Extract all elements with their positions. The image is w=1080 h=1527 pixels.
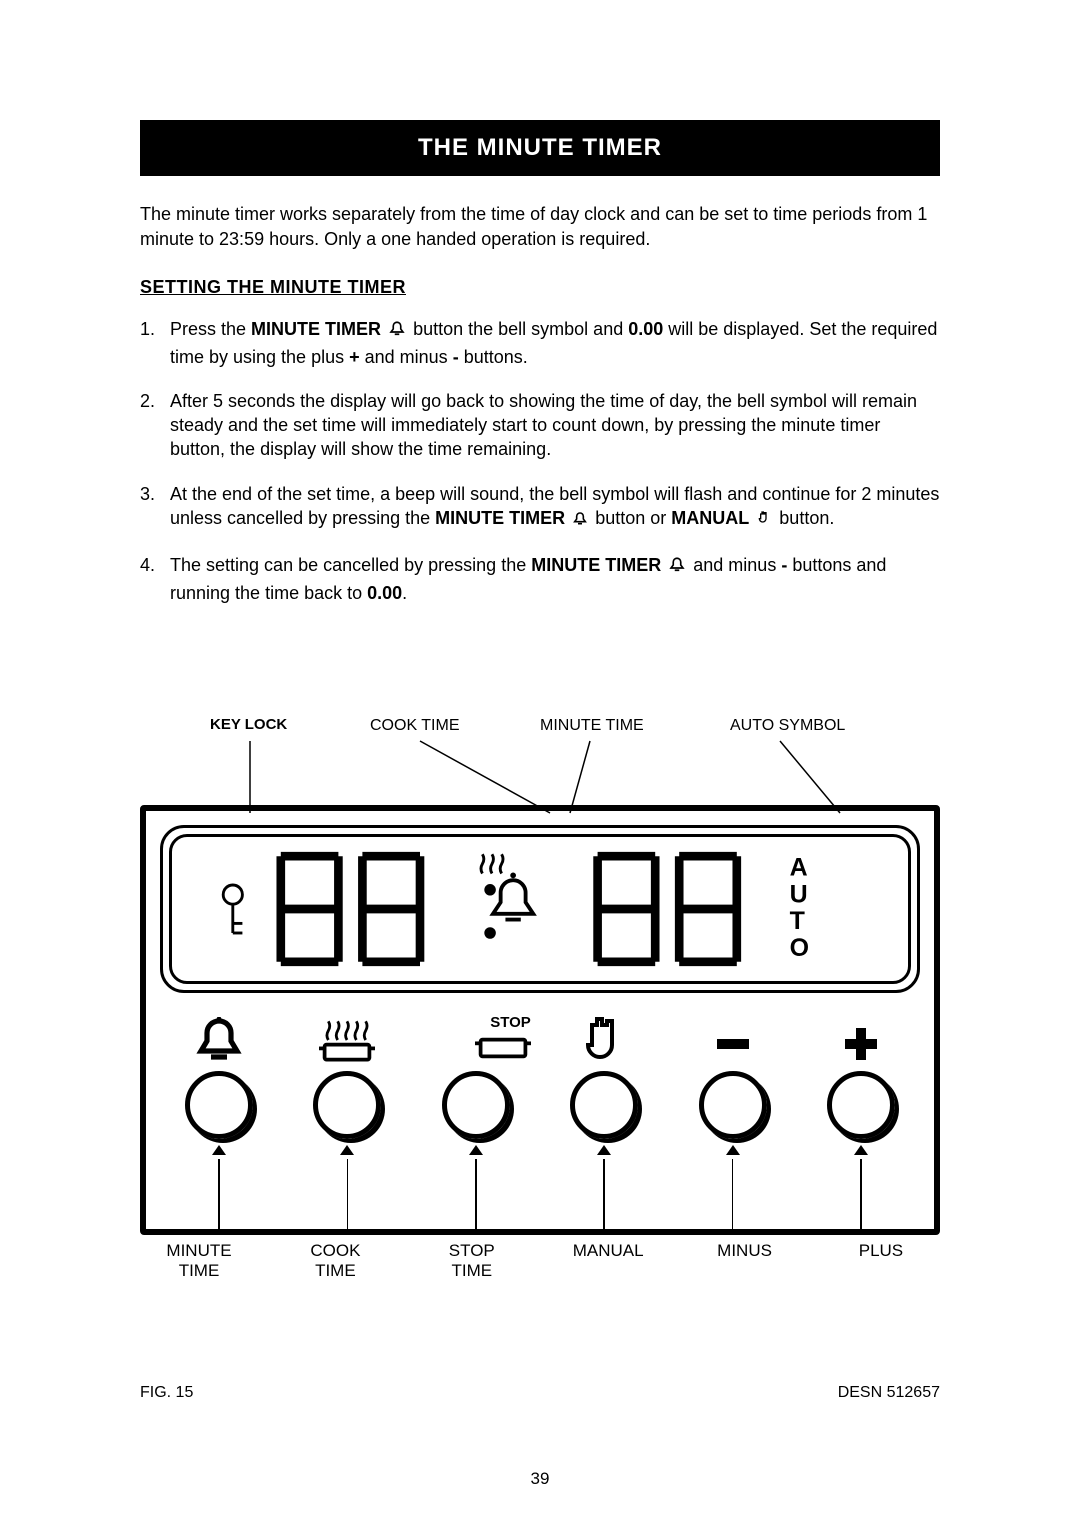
lcd-display: A U T O bbox=[169, 834, 911, 984]
figure-bottom-labels: MINUTETIME COOKTIME STOPTIME MANUAL MINU… bbox=[140, 1241, 940, 1282]
text: buttons. bbox=[459, 347, 528, 367]
bold-text: MINUTE TIMER bbox=[531, 555, 661, 575]
leader-line bbox=[603, 1159, 605, 1229]
button-row: STOP bbox=[160, 1009, 920, 1229]
bell-icon bbox=[388, 320, 406, 344]
arrow-up-icon bbox=[854, 1145, 868, 1155]
svg-text:T: T bbox=[790, 907, 805, 935]
button-cook-time bbox=[292, 1009, 402, 1229]
leader-line bbox=[732, 1159, 734, 1229]
svg-text:A: A bbox=[790, 853, 808, 881]
leader-line bbox=[475, 1159, 477, 1229]
label-manual-btn: MANUAL bbox=[553, 1241, 663, 1282]
bold-text: MINUTE TIMER bbox=[435, 508, 565, 528]
text: The setting can be cancelled by pressing… bbox=[170, 555, 531, 575]
stop-label: STOP bbox=[490, 1013, 531, 1033]
svg-text:U: U bbox=[790, 880, 808, 908]
hand-icon bbox=[756, 509, 772, 533]
section-title: THE MINUTE TIMER bbox=[418, 134, 662, 161]
figure-top-labels: KEY LOCK COOK TIME MINUTE TIME AUTO SYMB… bbox=[140, 715, 940, 805]
button-circle[interactable] bbox=[827, 1071, 895, 1139]
bell-icon bbox=[572, 509, 588, 533]
arrow-up-icon bbox=[212, 1145, 226, 1155]
subheading: SETTING THE MINUTE TIMER bbox=[140, 275, 940, 299]
hand-icon bbox=[549, 1009, 659, 1065]
button-plus bbox=[806, 1009, 916, 1229]
step-3: At the end of the set time, a beep will … bbox=[140, 482, 940, 534]
button-circle[interactable] bbox=[442, 1071, 510, 1139]
button-circle[interactable] bbox=[699, 1071, 767, 1139]
text: Press the bbox=[170, 319, 251, 339]
lcd-svg: A U T O bbox=[172, 837, 908, 981]
minus-icon bbox=[678, 1009, 788, 1065]
button-circle[interactable] bbox=[313, 1071, 381, 1139]
button-minus bbox=[678, 1009, 788, 1229]
steps-list: Press the MINUTE TIMER button the bell s… bbox=[140, 317, 940, 605]
label-plus-btn: PLUS bbox=[826, 1241, 936, 1282]
step-2: After 5 seconds the display will go back… bbox=[140, 389, 940, 462]
section-title-bar: THE MINUTE TIMER bbox=[140, 120, 940, 176]
bold-text: 0.00 bbox=[367, 583, 402, 603]
plus-icon bbox=[806, 1009, 916, 1065]
bell-icon bbox=[164, 1009, 274, 1065]
arrow-up-icon bbox=[469, 1145, 483, 1155]
figure-footer: FIG. 15 DESN 512657 bbox=[140, 1382, 940, 1404]
figure-number: FIG. 15 bbox=[140, 1382, 193, 1404]
page-number: 39 bbox=[0, 1468, 1080, 1491]
text: and minus bbox=[360, 347, 453, 367]
bold-text: 0.00 bbox=[628, 319, 663, 339]
leader-line bbox=[218, 1159, 220, 1229]
leader-line bbox=[347, 1159, 349, 1229]
svg-text:O: O bbox=[790, 934, 809, 962]
pot-steam-icon bbox=[292, 1009, 402, 1065]
button-minute-time bbox=[164, 1009, 274, 1229]
bell-icon bbox=[668, 556, 686, 580]
label-minus-btn: MINUS bbox=[690, 1241, 800, 1282]
text: button the bell symbol and bbox=[413, 319, 628, 339]
bold-text: MINUTE TIMER bbox=[251, 319, 381, 339]
timer-panel: A U T O bbox=[140, 805, 940, 1235]
text: button. bbox=[779, 508, 834, 528]
leader-line bbox=[860, 1159, 862, 1229]
bold-text: MANUAL bbox=[671, 508, 749, 528]
text: and minus bbox=[693, 555, 781, 575]
timer-figure: KEY LOCK COOK TIME MINUTE TIME AUTO SYMB… bbox=[140, 715, 940, 1403]
arrow-up-icon bbox=[726, 1145, 740, 1155]
text: . bbox=[402, 583, 407, 603]
arrow-up-icon bbox=[340, 1145, 354, 1155]
step-1: Press the MINUTE TIMER button the bell s… bbox=[140, 317, 940, 369]
lcd-frame: A U T O bbox=[160, 825, 920, 993]
button-manual bbox=[549, 1009, 659, 1229]
label-cook-time-btn: COOKTIME bbox=[280, 1241, 390, 1282]
button-circle[interactable] bbox=[570, 1071, 638, 1139]
text: button or bbox=[595, 508, 671, 528]
button-circle[interactable] bbox=[185, 1071, 253, 1139]
pot-stop-icon: STOP bbox=[421, 1009, 531, 1065]
intro-paragraph: The minute timer works separately from t… bbox=[140, 202, 940, 251]
design-number: DESN 512657 bbox=[838, 1382, 940, 1404]
button-stop-time: STOP bbox=[421, 1009, 531, 1229]
step-4: The setting can be cancelled by pressing… bbox=[140, 553, 940, 605]
label-minute-time-btn: MINUTETIME bbox=[144, 1241, 254, 1282]
arrow-up-icon bbox=[597, 1145, 611, 1155]
bold-text: + bbox=[349, 347, 360, 367]
label-stop-time-btn: STOPTIME bbox=[417, 1241, 527, 1282]
